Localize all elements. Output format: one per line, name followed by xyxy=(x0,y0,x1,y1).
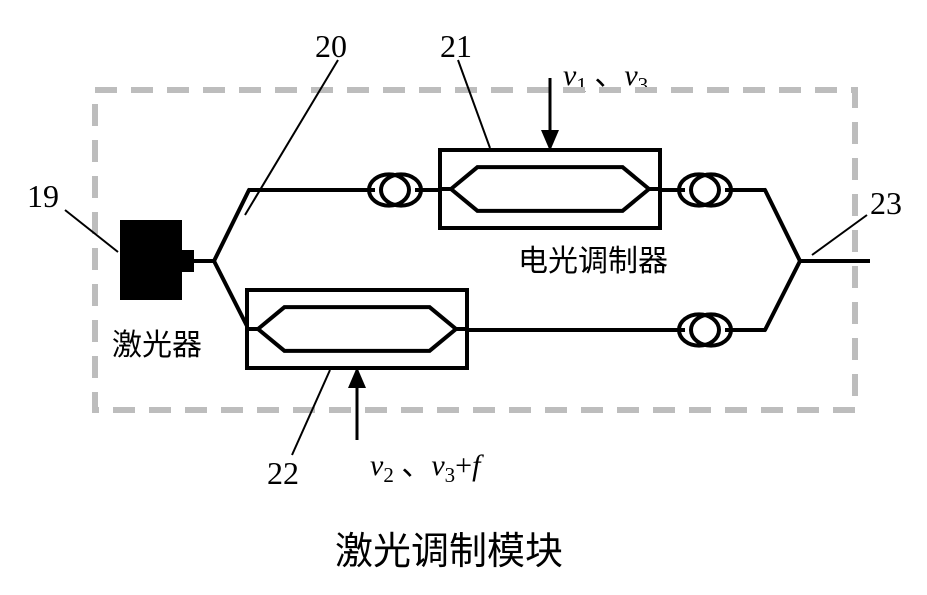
merge-top xyxy=(765,190,800,261)
leader-19 xyxy=(65,210,118,252)
leader-21 xyxy=(458,60,490,148)
leader-23 xyxy=(812,215,867,255)
split-top xyxy=(214,190,249,261)
modulator-bottom xyxy=(247,290,467,368)
coil-bot-right xyxy=(679,314,731,345)
coil-top-right xyxy=(679,174,731,205)
laser-lens xyxy=(182,250,194,272)
diagram-canvas xyxy=(0,0,927,595)
laser-body xyxy=(120,220,182,300)
coil-top-left xyxy=(369,174,421,205)
split-bot xyxy=(214,261,249,330)
merge-bot xyxy=(765,261,800,330)
module-box xyxy=(95,90,855,410)
modulator-top xyxy=(440,150,660,228)
